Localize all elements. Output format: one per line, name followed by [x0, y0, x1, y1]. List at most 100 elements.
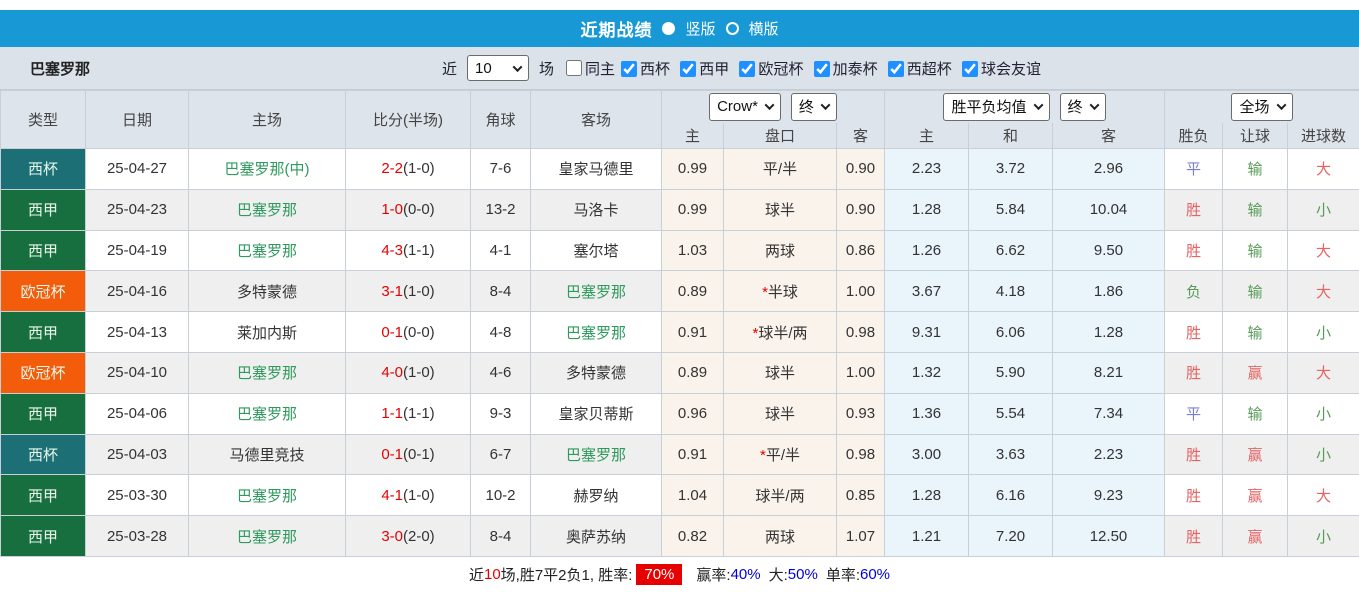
result-goals: 小 — [1287, 188, 1359, 231]
league-checkbox-2[interactable] — [680, 60, 697, 77]
avg-draw-odds: 6.62 — [968, 229, 1053, 272]
games-unit-label: 场 — [539, 60, 555, 78]
league-label-6[interactable]: 球会友谊 — [980, 60, 1041, 78]
table-row: 西甲 25-04-19 巴塞罗那 4-3(1-1) 4-1 塞尔塔 1.03 两… — [0, 229, 1359, 272]
match-date: 25-03-30 — [85, 474, 189, 517]
type-badge: 西甲 — [0, 392, 86, 435]
result-wdl: 胜 — [1164, 351, 1223, 394]
handicap-line: 球半 — [723, 188, 837, 231]
avg-away-odds: 2.96 — [1052, 148, 1165, 190]
league-checkbox-1[interactable] — [621, 60, 638, 77]
horizontal-layout-radio[interactable] — [725, 22, 739, 35]
league-label-3[interactable]: 欧冠杯 — [758, 60, 804, 78]
corner-count: 13-2 — [470, 188, 531, 231]
league-checkbox-6[interactable] — [961, 60, 978, 77]
avg-away-odds: 9.50 — [1052, 229, 1165, 272]
result-goals: 小 — [1287, 515, 1359, 557]
result-handicap: 赢 — [1222, 433, 1288, 476]
handicap-away-odds: 1.00 — [836, 351, 885, 394]
vertical-layout-radio[interactable] — [662, 22, 676, 35]
handicap-line: 球半 — [723, 392, 837, 435]
summary-pre: 近 — [468, 567, 484, 585]
avg-away-odds: 12.50 — [1052, 515, 1165, 557]
vertical-layout-label[interactable]: 竖版 — [685, 21, 716, 38]
score-cell: 1-0(0-0) — [345, 188, 471, 231]
handicap-home-odds: 0.99 — [661, 188, 724, 231]
home-team: 巴塞罗那 — [188, 351, 346, 394]
result-wdl: 负 — [1164, 270, 1223, 313]
chevron-down-icon — [1276, 100, 1286, 111]
subheader-avg-home: 主 — [884, 122, 969, 149]
avg-away-odds: 7.34 — [1052, 392, 1165, 435]
league-checkbox-5[interactable] — [887, 60, 904, 77]
result-goals: 小 — [1287, 311, 1359, 353]
league-label-2[interactable]: 西甲 — [699, 60, 730, 78]
same-home-label[interactable]: 同主 — [585, 60, 616, 78]
avg-odds-select[interactable]: 胜平负均值 — [943, 92, 1050, 121]
match-date: 25-04-10 — [85, 351, 189, 394]
avg-draw-odds: 6.06 — [968, 311, 1053, 353]
handicap-line: 两球 — [723, 229, 837, 272]
chevron-down-icon — [1033, 100, 1043, 111]
avg-draw-odds: 3.72 — [968, 148, 1053, 190]
handicap-home-odds: 0.89 — [661, 270, 724, 313]
avg-select-group: 胜平负均值 终 — [884, 90, 1165, 123]
league-label-1[interactable]: 西杯 — [640, 60, 671, 78]
dan-rate: 60% — [859, 566, 891, 584]
corner-count: 10-2 — [470, 474, 531, 517]
games-count-select[interactable]: 10 — [467, 55, 530, 81]
avg-away-odds: 1.86 — [1052, 270, 1165, 313]
home-team: 多特蒙德 — [188, 270, 346, 313]
league-checkbox-4[interactable] — [813, 60, 830, 77]
da-label: 大: — [768, 567, 788, 585]
score-cell: 2-2(1-0) — [345, 148, 471, 190]
avg-time-select[interactable]: 终 — [1059, 92, 1106, 121]
table-row: 欧冠杯 25-04-10 巴塞罗那 4-0(1-0) 4-6 多特蒙德 0.89… — [0, 351, 1359, 394]
away-team: 多特蒙德 — [530, 351, 662, 394]
summary-record: 场,胜7平2负1, 胜率: — [500, 567, 633, 585]
col-header-date: 日期 — [85, 90, 189, 149]
handicap-time-select[interactable]: 终 — [790, 92, 837, 121]
score-cell: 0-1(0-0) — [345, 311, 471, 353]
col-header-type: 类型 — [0, 90, 86, 149]
bookmaker-select[interactable]: Crow* — [709, 92, 781, 121]
subheader-avg-away: 客 — [1052, 122, 1165, 149]
corner-count: 8-4 — [470, 515, 531, 557]
avg-draw-odds: 3.63 — [968, 433, 1053, 476]
handicap-home-odds: 0.91 — [661, 311, 724, 353]
result-handicap: 输 — [1222, 229, 1288, 272]
avg-away-odds: 9.23 — [1052, 474, 1165, 517]
match-date: 25-04-03 — [85, 433, 189, 476]
league-label-5[interactable]: 西超杯 — [906, 60, 952, 78]
avg-home-odds: 1.32 — [884, 351, 969, 394]
home-team: 巴塞罗那 — [188, 515, 346, 557]
corner-count: 4-6 — [470, 351, 531, 394]
subheader-wdl: 胜负 — [1164, 122, 1223, 149]
subheader-handicap-home: 主 — [661, 122, 724, 149]
type-badge: 欧冠杯 — [0, 270, 86, 313]
league-label-4[interactable]: 加泰杯 — [832, 60, 878, 78]
da-rate: 50% — [787, 566, 818, 584]
avg-home-odds: 9.31 — [884, 311, 969, 353]
home-team: 巴塞罗那 — [188, 392, 346, 435]
score-cell: 3-0(2-0) — [345, 515, 471, 557]
table-row: 西甲 25-03-30 巴塞罗那 4-1(1-0) 10-2 赫罗纳 1.04 … — [0, 474, 1359, 517]
match-date: 25-04-27 — [85, 148, 189, 190]
handicap-home-odds: 1.03 — [661, 229, 724, 272]
top-margin — [0, 0, 1359, 10]
same-home-checkbox[interactable] — [566, 60, 583, 76]
result-goals: 大 — [1287, 474, 1359, 517]
league-checkbox-3[interactable] — [739, 60, 756, 77]
results-table-body: 西杯 25-04-27 巴塞罗那(中) 2-2(1-0) 7-6 皇家马德里 0… — [0, 148, 1359, 557]
scope-select[interactable]: 全场 — [1231, 92, 1293, 121]
results-table: 类型 日期 主场 比分(半场) 角球 客场 Crow* 终 胜平负均值 终 全场 — [0, 90, 1359, 557]
result-goals: 大 — [1287, 270, 1359, 313]
match-date: 25-04-06 — [85, 392, 189, 435]
result-wdl: 平 — [1164, 148, 1223, 190]
chevron-down-icon — [764, 100, 775, 111]
scope-select-group: 全场 — [1164, 90, 1359, 123]
handicap-line: 球半 — [723, 351, 837, 394]
horizontal-layout-label[interactable]: 横版 — [748, 21, 779, 38]
handicap-line: *半球 — [723, 270, 837, 313]
table-row: 西甲 25-04-06 巴塞罗那 1-1(1-1) 9-3 皇家贝蒂斯 0.96… — [0, 392, 1359, 435]
